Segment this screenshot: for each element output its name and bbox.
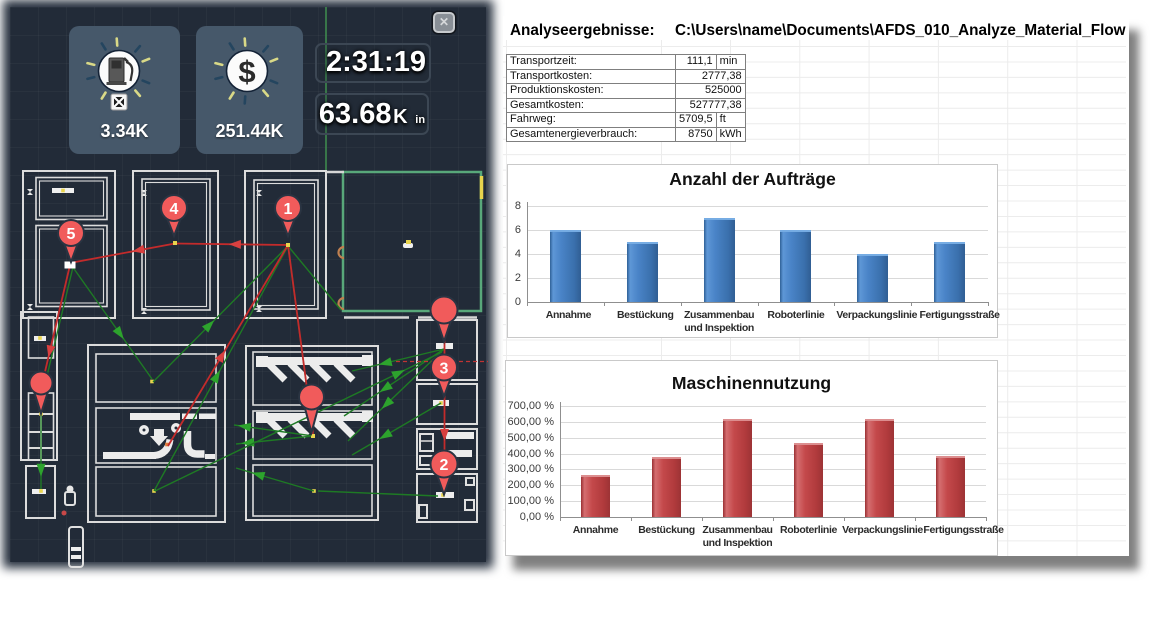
svg-text:2: 2 — [440, 457, 449, 474]
svg-text:5: 5 — [67, 226, 76, 243]
svg-text:1: 1 — [284, 201, 293, 218]
svg-text:$: $ — [238, 54, 255, 89]
svg-text:3: 3 — [440, 361, 449, 378]
svg-text:4: 4 — [170, 201, 179, 218]
